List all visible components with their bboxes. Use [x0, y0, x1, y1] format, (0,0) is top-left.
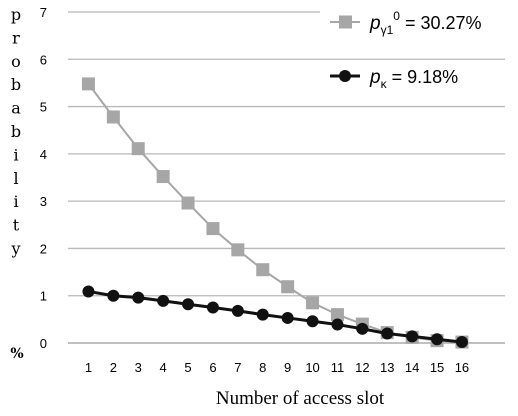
x-tick-label: 3	[135, 360, 142, 375]
x-tick-label: 15	[430, 360, 444, 375]
data-point	[330, 308, 344, 322]
y-axis-label-letter: i	[13, 192, 18, 211]
data-point	[306, 315, 319, 328]
data-point	[81, 77, 95, 91]
data-point	[455, 336, 468, 349]
x-tick-label: 1	[85, 360, 92, 375]
series-circle	[82, 285, 468, 349]
data-point	[331, 318, 344, 331]
data-point	[406, 330, 419, 343]
y-tick-label: 5	[40, 100, 47, 115]
legend-item: pκ = 9.18%	[320, 65, 518, 91]
y-tick-label: 2	[40, 241, 47, 256]
x-tick-label: 8	[259, 360, 266, 375]
series-square	[81, 77, 469, 349]
x-tick-label: 2	[110, 360, 117, 375]
y-axis-unit: %	[10, 346, 23, 362]
x-tick-label: 5	[184, 360, 191, 375]
y-axis-label-letter: y	[10, 239, 20, 258]
legend-marker	[339, 70, 351, 82]
legend-item-bg	[320, 11, 518, 37]
legend-label: pκ = 9.18%	[369, 67, 458, 91]
y-axis-label-letter: r	[12, 28, 20, 47]
legend-item-bg	[320, 65, 518, 91]
series-group	[81, 77, 469, 349]
data-point	[431, 333, 444, 346]
data-point	[306, 296, 320, 310]
y-tick-labels: 0 1 2 3 4 5 6 7	[40, 5, 47, 351]
data-point	[106, 110, 120, 124]
data-point	[281, 311, 294, 324]
x-tick-label: 11	[331, 360, 345, 375]
y-axis-label-letter: b	[11, 122, 21, 141]
legend-marker	[339, 15, 352, 29]
x-tick-label: 13	[380, 360, 394, 375]
data-point	[206, 301, 219, 314]
data-point	[281, 280, 295, 294]
gridlines	[68, 11, 505, 344]
y-axis-label-letter: p	[11, 5, 21, 24]
data-point	[182, 298, 195, 311]
x-tick-label: 9	[284, 360, 291, 375]
legend-label: pγ10 = 30.27%	[369, 9, 482, 37]
y-tick-label: 6	[40, 52, 47, 67]
legend: pγ10 = 30.27% pκ = 9.18%	[320, 9, 518, 91]
data-point	[82, 285, 95, 298]
data-point	[132, 291, 145, 304]
data-point	[381, 327, 394, 340]
data-point	[157, 294, 170, 307]
y-tick-label: 0	[40, 336, 47, 351]
data-point	[131, 142, 145, 156]
data-point	[107, 289, 120, 302]
y-tick-label: 1	[40, 289, 47, 304]
x-tick-label: 12	[355, 360, 369, 375]
x-tick-label: 4	[160, 360, 167, 375]
x-axis-label: Number of access slot	[216, 388, 385, 409]
y-axis-label-letter: i	[13, 145, 18, 164]
y-tick-label: 7	[40, 5, 47, 20]
y-tick-label: 3	[40, 194, 47, 209]
series-line	[87, 83, 463, 344]
data-point	[231, 304, 244, 317]
y-axis-label-letter: t	[13, 216, 20, 235]
x-tick-label: 7	[234, 360, 241, 375]
series-line	[88, 289, 463, 344]
data-point	[231, 243, 245, 257]
y-axis-label-letter: l	[13, 169, 18, 188]
y-tick-label: 4	[40, 147, 47, 162]
y-axis-label-letter: a	[11, 99, 21, 118]
data-point	[256, 308, 269, 321]
data-point	[256, 263, 270, 277]
data-point	[356, 322, 369, 335]
legend-item: pγ10 = 30.27%	[320, 9, 518, 37]
data-point	[181, 196, 195, 210]
data-point	[156, 170, 170, 184]
x-tick-labels: 1 2 3 4 5 6 7 8 9 10 11 12 13 14 15 16	[85, 360, 469, 375]
data-point	[206, 222, 220, 236]
y-axis-label-letter: b	[11, 75, 21, 94]
x-tick-label: 10	[305, 360, 319, 375]
x-tick-label: 14	[405, 360, 419, 375]
x-tick-label: 16	[455, 360, 469, 375]
x-tick-label: 6	[209, 360, 216, 375]
y-axis-label-letter: o	[11, 52, 21, 71]
